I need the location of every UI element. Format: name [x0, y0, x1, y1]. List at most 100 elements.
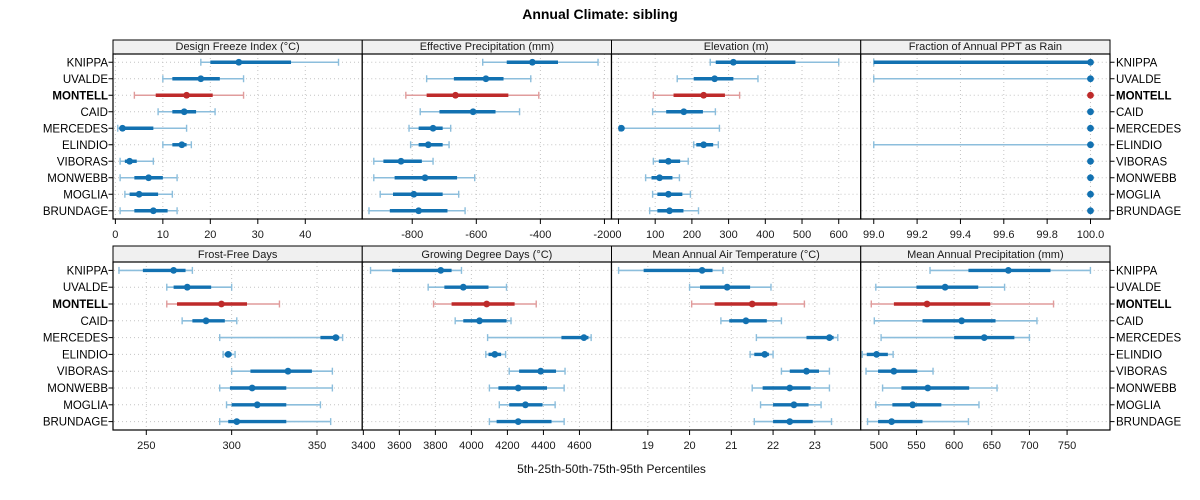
percentile-row-montell — [1087, 91, 1094, 99]
percentile-row-moglia — [225, 401, 322, 409]
panel-design-freeze-index-c: Design Freeze Index (°C) 0 10 20 30 40 — [108, 39, 363, 241]
median-dot — [514, 384, 522, 392]
percentile-row-viboras — [1087, 157, 1094, 165]
median-dot — [803, 367, 810, 375]
median-dot — [664, 190, 672, 198]
median-dot — [332, 334, 340, 341]
x-tick-label: -400 — [529, 229, 551, 241]
median-dot — [729, 58, 737, 66]
x-tick-label: 4400 — [531, 440, 555, 452]
x-tick-label: 3400 — [351, 440, 375, 452]
station-label-left: MONWEBB — [47, 383, 108, 395]
percentile-row-montell — [432, 300, 537, 308]
percentile-row-montell — [133, 91, 245, 99]
median-dot — [723, 283, 731, 291]
panel-bg — [362, 262, 612, 430]
percentile-row-mercedes — [618, 124, 721, 132]
median-dot — [284, 367, 292, 375]
station-label-left: MONTELL — [52, 90, 108, 102]
percentile-row-knippa — [482, 58, 599, 66]
panel-strip-title: Growing Degree Days (°C) — [421, 249, 552, 261]
percentile-row-uvalde — [688, 283, 772, 291]
station-label-left: VIBORAS — [57, 156, 108, 168]
x-tick-label: 400 — [756, 229, 774, 241]
x-tick-label: 650 — [983, 440, 1001, 452]
median-dot — [698, 267, 706, 274]
x-tick-label: 700 — [1020, 440, 1038, 452]
percentile-row-mercedes — [1087, 124, 1094, 132]
median-dot — [958, 317, 966, 325]
percentile-row-montell — [870, 300, 1055, 308]
station-label-right: MONWEBB — [1116, 383, 1177, 395]
percentile-row-montell — [405, 91, 540, 99]
panel-frost-free-days: Frost-Free Days 250 300 350 — [108, 245, 363, 452]
median-dot — [424, 141, 432, 149]
percentile-row-mercedes — [218, 334, 344, 342]
median-dot — [476, 317, 483, 325]
percentile-row-brundage — [119, 207, 178, 215]
median-dot — [421, 174, 429, 182]
percentile-row-elindio — [162, 141, 193, 149]
percentile-row-moglia — [498, 401, 556, 409]
station-label-right: ELINDIO — [1116, 349, 1162, 361]
station-label-right: MONTELL — [1116, 90, 1172, 102]
median-dot — [666, 207, 673, 215]
percentile-row-caid — [720, 317, 783, 325]
median-dot — [1087, 108, 1094, 116]
percentile-row-viboras — [119, 157, 155, 165]
station-label-left: MOGLIA — [63, 400, 108, 412]
x-tick-label: -600 — [465, 229, 487, 241]
page-title: Annual Climate: sibling — [522, 6, 678, 22]
percentile-row-elindio — [693, 141, 720, 149]
x-tick-label: 300 — [719, 229, 737, 241]
median-dot — [437, 267, 445, 274]
median-dot — [224, 351, 232, 358]
station-label-right: CAID — [1116, 316, 1143, 328]
percentile-row-uvalde — [875, 283, 1006, 291]
x-tick-label: 550 — [907, 440, 925, 452]
median-dot — [711, 75, 719, 83]
percentile-row-uvalde — [873, 75, 1094, 83]
median-dot — [248, 384, 256, 392]
x-tick-label: 4200 — [495, 440, 519, 452]
panel-bg — [860, 54, 1110, 219]
station-label-left: ELINDIO — [62, 349, 108, 361]
median-dot — [980, 334, 988, 341]
median-dot — [1087, 157, 1094, 165]
percentile-row-brundage — [866, 418, 970, 426]
panel-elevation-m: Elevation (m) 0 100 200 300 400 500 600 — [610, 39, 862, 241]
percentile-row-knippa — [200, 58, 340, 66]
median-dot — [941, 283, 949, 291]
percentile-row-caid — [651, 108, 717, 116]
median-dot — [618, 124, 625, 132]
percentile-row-uvalde — [676, 75, 759, 83]
median-dot — [459, 283, 467, 291]
station-label-left: UVALDE — [63, 74, 108, 86]
median-dot — [415, 207, 423, 215]
percentile-row-moglia — [759, 401, 822, 409]
percentile-row-mercedes — [755, 334, 839, 342]
percentile-row-viboras — [865, 367, 934, 375]
x-axis-caption: 5th-25th-50th-75th-95th Percentiles — [517, 462, 706, 476]
x-tick-label: 19 — [642, 440, 654, 452]
x-tick-label: 100 — [646, 229, 664, 241]
percentile-row-caid — [181, 317, 238, 325]
panel-border — [860, 261, 1111, 431]
x-tick-label: 99.4 — [950, 229, 971, 241]
percentile-row-caid — [454, 317, 512, 325]
percentile-row-knippa — [709, 58, 840, 66]
percentile-row-monwebb — [373, 174, 476, 182]
station-label-right: MONWEBB — [1116, 173, 1177, 185]
percentile-row-elindio — [409, 141, 450, 149]
panel-strip-title: Fraction of Annual PPT as Rain — [909, 41, 1062, 53]
median-dot — [149, 207, 157, 215]
percentile-row-uvalde — [166, 283, 233, 291]
x-tick-label: 4600 — [567, 440, 591, 452]
station-label-left: MERCEDES — [43, 123, 109, 135]
percentile-row-mercedes — [486, 334, 592, 342]
station-label-left: KNIPPA — [67, 57, 109, 69]
percentile-row-monwebb — [881, 384, 998, 392]
percentile-row-monwebb — [488, 384, 565, 392]
x-tick-label: -200 — [593, 229, 615, 241]
station-label-left: KNIPPA — [67, 265, 109, 277]
